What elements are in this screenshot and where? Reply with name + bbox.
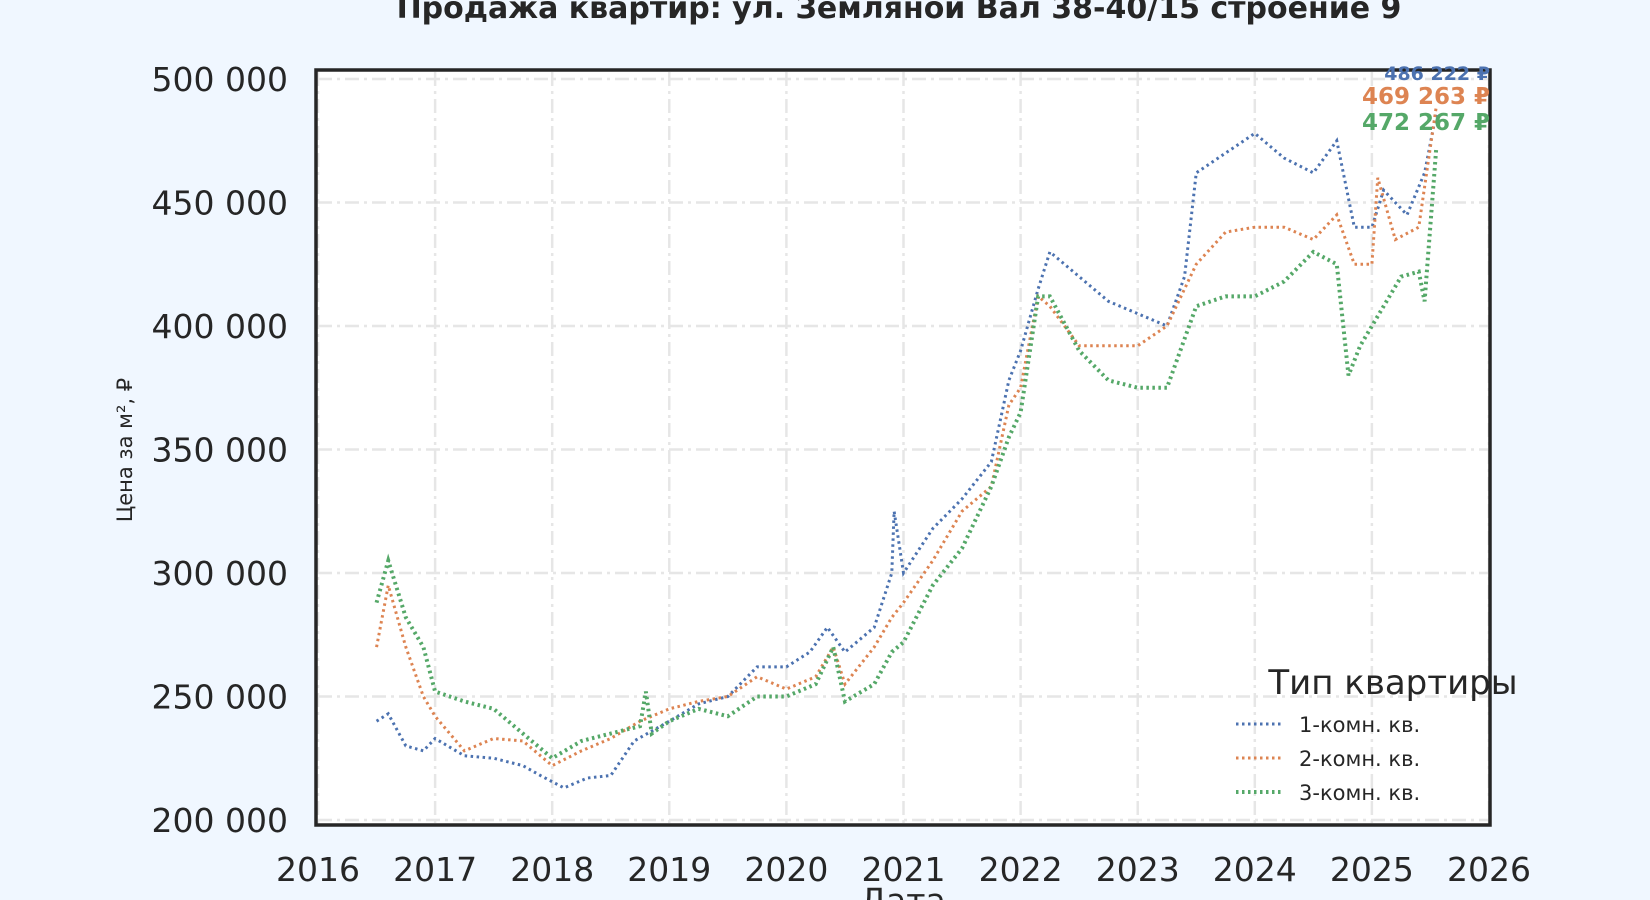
legend-item-label: 2-комн. кв. [1299,747,1420,771]
plot-frame [314,68,1492,827]
x-tick-label: 2023 [1096,850,1180,889]
y-tick-label: 350 000 [152,431,288,470]
x-tick-label: 2020 [744,850,828,889]
x-tick-label: 2022 [979,850,1063,889]
y-axis-label: Цена за м², ₽ [113,378,137,522]
x-tick-label: 2021 [862,850,946,889]
y-tick-label: 400 000 [152,307,288,346]
y-tick-label: 250 000 [152,678,288,717]
last-value-label: 469 263 ₽ [1362,84,1490,110]
y-tick-label: 500 000 [152,60,288,99]
x-tick-label: 2017 [393,850,477,889]
chart-title: Продажа квартир: ул. Земляной Вал 38-40/… [397,0,1402,26]
last-value-label: 486 222 ₽ [1384,63,1490,85]
series-line-1 [375,112,1438,790]
x-tick-label: 2016 [276,850,360,889]
series-line-3 [374,147,1439,761]
legend-item-label: 3-комн. кв. [1299,781,1420,805]
x-tick-label: 2025 [1330,850,1414,889]
y-tick-label: 200 000 [152,801,288,840]
legend: Тип квартиры 1-комн. кв. 2-комн. кв. 3-ком… [1236,663,1518,805]
legend-item-label: 1-комн. кв. [1299,713,1420,737]
last-value-label: 472 267 ₽ [1362,110,1490,136]
x-tick-label: 2018 [510,850,594,889]
y-tick-label: 450 000 [152,184,288,223]
x-tick-label: 2019 [627,850,711,889]
x-tick-label: 2026 [1447,850,1531,889]
x-tick-label: 2024 [1213,850,1297,889]
series-line-2 [375,105,1438,768]
x-axis-label: Дата [860,881,945,900]
y-tick-label: 300 000 [152,554,288,593]
legend-title: Тип квартиры [1267,663,1517,703]
